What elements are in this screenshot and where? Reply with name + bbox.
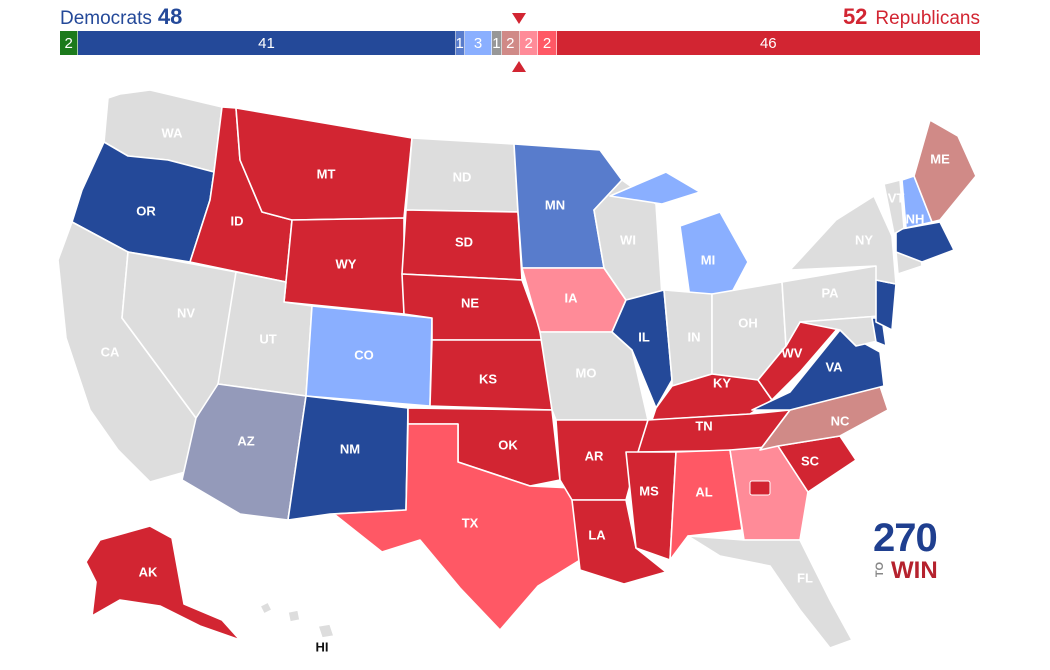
label-co: CO xyxy=(354,347,374,362)
label-mo: MO xyxy=(576,365,597,380)
republicans-seat-count: 52 xyxy=(842,4,868,29)
label-il: IL xyxy=(638,329,650,344)
270towin-logo: 270 TO WIN xyxy=(873,518,953,588)
label-ia: IA xyxy=(565,290,579,305)
label-in: IN xyxy=(688,329,701,344)
label-vt: VT xyxy=(888,190,905,205)
bar-segment: 46 xyxy=(556,31,980,55)
logo-win: WIN xyxy=(891,557,938,584)
state-hi[interactable] xyxy=(259,601,335,639)
label-ak: AK xyxy=(139,564,158,579)
democrats-label: Democrats xyxy=(60,8,152,29)
label-pa: PA xyxy=(821,285,839,300)
label-la: LA xyxy=(588,527,606,542)
label-mt: MT xyxy=(317,166,336,181)
bar-segment: 1 xyxy=(492,31,502,55)
label-sd: SD xyxy=(455,234,473,249)
state-mt[interactable] xyxy=(235,107,413,221)
state-labels: WA OR CA ID NV MT WY UT AZ CO NM ND SD N… xyxy=(101,125,950,654)
seat-balance-bar: 2 41 1 3 1 2 2 2 46 xyxy=(60,31,980,55)
state-ny[interactable] xyxy=(789,195,897,285)
label-wv: WV xyxy=(782,345,803,360)
label-hi: HI xyxy=(316,639,329,654)
label-nd: ND xyxy=(453,169,472,184)
state-nj[interactable] xyxy=(875,279,897,331)
state-va[interactable] xyxy=(751,329,885,411)
state-tx[interactable] xyxy=(333,423,581,631)
label-az: AZ xyxy=(237,433,254,448)
label-ks: KS xyxy=(479,371,497,386)
logo-270: 270 xyxy=(873,516,938,560)
label-ms: MS xyxy=(639,483,659,498)
label-ar: AR xyxy=(585,448,604,463)
label-id: ID xyxy=(231,213,244,228)
label-nv: NV xyxy=(177,305,195,320)
republicans-label: Republicans xyxy=(875,8,980,29)
label-mn: MN xyxy=(545,197,565,212)
label-nm: NM xyxy=(340,441,360,456)
democrats-total: Democrats 48 xyxy=(60,4,182,30)
label-nh: NH xyxy=(906,211,925,226)
state-fl[interactable] xyxy=(687,535,853,649)
label-ca: CA xyxy=(101,344,120,359)
bar-segment: 3 xyxy=(464,31,493,55)
label-me: ME xyxy=(930,151,950,166)
header: Democrats 48 52 Republicans xyxy=(60,4,980,30)
label-tx: TX xyxy=(462,515,479,530)
label-wi: WI xyxy=(620,232,636,247)
label-al: AL xyxy=(695,484,712,499)
bar-segment: 2 xyxy=(538,31,557,55)
label-sc: SC xyxy=(801,453,820,468)
label-ne: NE xyxy=(461,295,479,310)
state-me[interactable] xyxy=(913,119,977,223)
bar-segment: 2 xyxy=(501,31,520,55)
state-mi[interactable] xyxy=(609,171,749,299)
label-wa: WA xyxy=(162,125,184,140)
label-mi: MI xyxy=(701,252,715,267)
bar-segment: 2 xyxy=(60,31,79,55)
label-oh: OH xyxy=(738,315,758,330)
state-nm[interactable] xyxy=(287,395,409,521)
logo-to: TO xyxy=(874,562,886,578)
bar-segment: 1 xyxy=(456,31,465,55)
label-ky: KY xyxy=(713,375,731,390)
label-fl: FL xyxy=(797,570,813,585)
label-ut: UT xyxy=(259,331,276,346)
majority-marker-bottom xyxy=(512,61,526,72)
state-ak[interactable] xyxy=(85,525,241,641)
label-or: OR xyxy=(136,203,156,218)
majority-marker-top xyxy=(512,13,526,24)
bar-segment: 41 xyxy=(78,31,456,55)
label-nc: NC xyxy=(831,413,850,428)
state-md[interactable] xyxy=(799,315,883,347)
ga-special-election-badge[interactable] xyxy=(749,480,771,496)
label-ok: OK xyxy=(498,437,518,452)
state-ma[interactable] xyxy=(895,221,955,263)
label-va: VA xyxy=(825,359,843,374)
democrats-seat-count: 48 xyxy=(157,4,183,29)
label-ny: NY xyxy=(855,232,873,247)
state-vt[interactable] xyxy=(883,179,905,235)
label-wy: WY xyxy=(336,256,357,271)
republicans-total: 52 Republicans xyxy=(843,4,980,30)
state-al[interactable] xyxy=(669,449,743,561)
state-la[interactable] xyxy=(571,499,667,585)
bar-segment: 2 xyxy=(519,31,539,55)
label-tn: TN xyxy=(695,418,712,433)
